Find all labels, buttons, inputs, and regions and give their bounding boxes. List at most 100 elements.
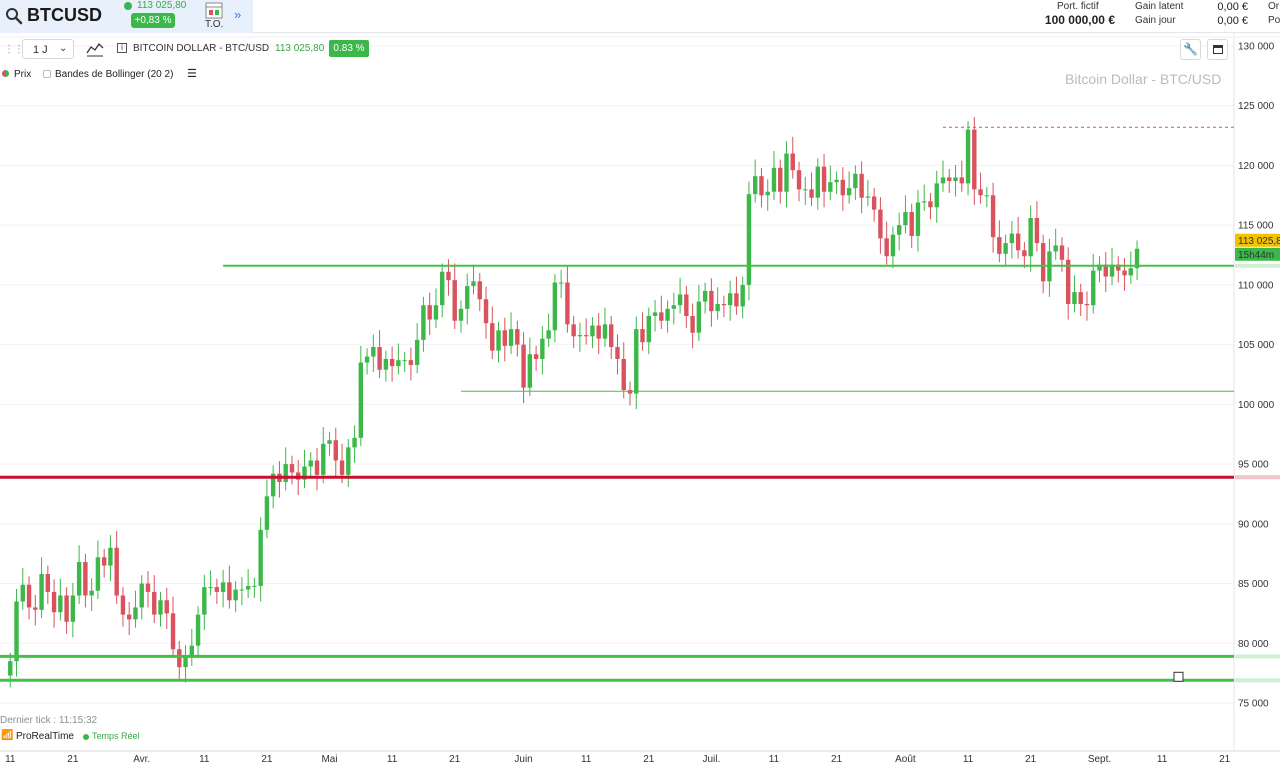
last-tick-info: Dernier tick : 11:15:32 xyxy=(0,715,98,726)
candle-up xyxy=(753,176,758,195)
y-tick-label: 75 000 xyxy=(1238,699,1269,710)
candle-up xyxy=(953,177,958,181)
candle-up xyxy=(202,587,207,615)
candle-up xyxy=(189,645,194,658)
candle-down xyxy=(959,177,964,184)
candle-up xyxy=(677,294,683,306)
candle-down xyxy=(170,613,176,650)
candle-down xyxy=(1078,292,1083,305)
candle-up xyxy=(8,661,13,676)
order-ticket-icon[interactable] xyxy=(205,2,223,19)
bollinger-checkbox[interactable] xyxy=(43,70,51,78)
candle-down xyxy=(1059,245,1065,260)
candle-down xyxy=(596,325,601,339)
candle-up xyxy=(14,601,19,662)
candle-down xyxy=(796,170,802,190)
search-icon[interactable] xyxy=(5,7,23,25)
candle-down xyxy=(339,460,345,475)
candle-up xyxy=(1028,218,1033,257)
candle-up xyxy=(665,308,670,321)
candle-down xyxy=(1015,233,1021,251)
candle-up xyxy=(784,153,789,192)
candle-up xyxy=(903,212,908,226)
candle-up xyxy=(465,286,470,309)
candle-up xyxy=(471,281,476,287)
gain-jour-label: Gain jour xyxy=(1135,15,1176,26)
candle-up xyxy=(139,583,144,608)
candle-up xyxy=(195,614,201,646)
candle-down xyxy=(778,167,783,192)
candle-down xyxy=(1034,218,1040,244)
candle-up xyxy=(239,589,245,591)
window-icon[interactable] xyxy=(1207,39,1228,60)
period-value: 1 J xyxy=(33,44,48,56)
x-tick-label: 11 xyxy=(769,754,780,765)
chart-type-icon[interactable] xyxy=(86,41,104,57)
candle-up xyxy=(302,466,307,480)
candle-down xyxy=(997,237,1002,254)
candle-up xyxy=(803,189,808,191)
candle-down xyxy=(51,591,57,613)
orders-label[interactable]: Or xyxy=(1268,1,1280,12)
candle-down xyxy=(83,562,88,596)
symbol-box[interactable]: BTCUSD 113 025,80 +0,83 % T.O. » xyxy=(0,0,253,33)
symbol-label: BTCUSD xyxy=(27,5,102,25)
candle-up xyxy=(915,202,921,236)
period-select[interactable]: 1 J ⌄ xyxy=(22,39,74,59)
realtime-label: Temps Réel xyxy=(92,731,140,741)
timer-tag xyxy=(1235,247,1280,261)
candle-down xyxy=(533,354,539,359)
drag-handle-icon[interactable]: ⋮⋮ xyxy=(4,44,24,55)
price-chart[interactable]: 75 000 80 000 85 000 90 000 95 000 100 000 105… xyxy=(0,33,1280,770)
price-legend-icon xyxy=(2,70,9,77)
candle-up xyxy=(922,201,927,203)
candle-up xyxy=(414,339,420,365)
candle-up xyxy=(245,585,251,590)
candle-up xyxy=(965,129,971,184)
x-tick-label: 11 xyxy=(1157,754,1168,765)
candle-down xyxy=(502,330,507,346)
candle-up xyxy=(577,335,583,337)
alert-marker-icon xyxy=(1173,671,1184,682)
candle-up xyxy=(1009,233,1015,244)
candle-down xyxy=(515,329,520,345)
candle-up xyxy=(358,362,364,438)
positions-label[interactable]: Po xyxy=(1268,15,1280,26)
y-tick-label: 110 000 xyxy=(1238,280,1274,291)
candle-up xyxy=(727,293,733,306)
candle-up xyxy=(896,225,902,235)
x-tick-label: Août xyxy=(895,754,916,765)
gain-latent-label: Gain latent xyxy=(1135,1,1184,12)
candle-up xyxy=(865,196,871,198)
x-tick-label: 21 xyxy=(1025,754,1037,765)
list-icon[interactable]: ☰ xyxy=(187,68,197,80)
chevron-down-icon: ⌄ xyxy=(59,43,68,54)
x-tick-label: Sept. xyxy=(1088,754,1111,765)
candle-down xyxy=(120,595,126,615)
candle-down xyxy=(928,201,933,208)
portfolio-label: Port. fictif xyxy=(1057,1,1099,12)
instrument-name: BITCOIN DOLLAR - BTC/USD xyxy=(133,43,270,54)
candle-down xyxy=(164,600,169,614)
legend-price[interactable]: Prix xyxy=(14,69,32,80)
x-tick-label: 21 xyxy=(1219,754,1231,765)
wrench-icon[interactable]: 🔧 xyxy=(1180,39,1201,60)
candle-down xyxy=(521,344,526,388)
double-chevron-right-icon[interactable]: » xyxy=(234,7,242,22)
candle-down xyxy=(101,557,107,566)
candle-down xyxy=(152,591,157,615)
order-ticket-label[interactable]: T.O. xyxy=(205,19,224,30)
candle-down xyxy=(684,294,689,316)
candle-down xyxy=(978,189,983,196)
x-tick-label: Juil. xyxy=(702,754,720,765)
candle-down xyxy=(314,460,320,475)
candle-up xyxy=(702,290,708,302)
candle-up xyxy=(258,529,263,586)
x-tick-label: 11 xyxy=(199,754,210,765)
candle-up xyxy=(890,234,896,257)
candle-up xyxy=(696,301,702,333)
y-tick-label: 80 000 xyxy=(1238,639,1269,650)
candle-up xyxy=(158,600,163,615)
legend-bollinger[interactable]: Bandes de Bollinger (20 2) xyxy=(55,69,174,80)
info-icon[interactable]: i xyxy=(117,43,127,53)
